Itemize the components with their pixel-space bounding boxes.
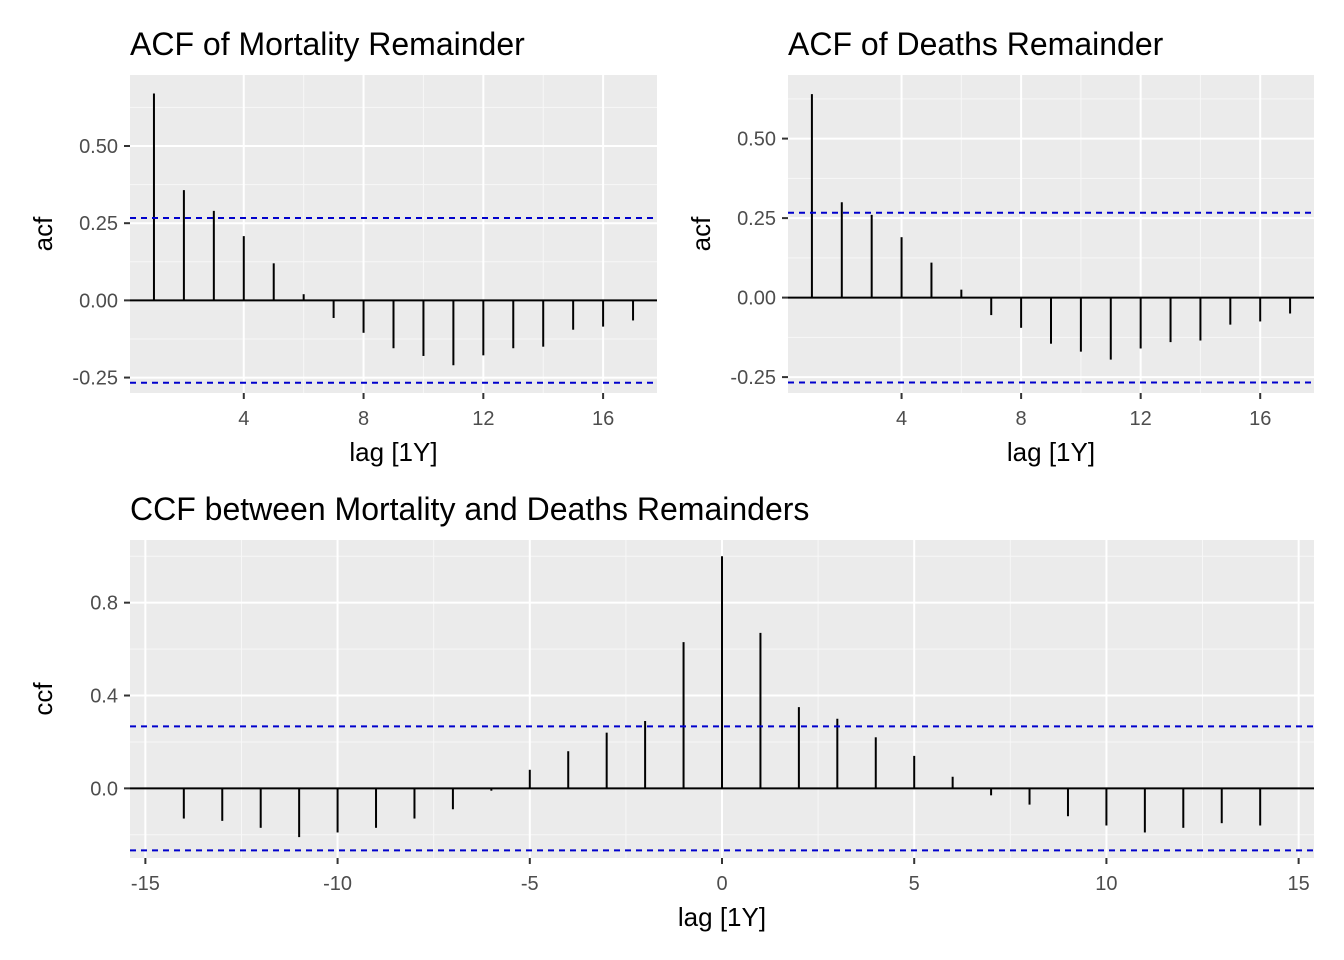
acf-deaths-panel: 4 8 12 16 -0.25 0.00 0.25 0.50 ACF of Deaths Rem… — [686, 26, 1314, 467]
x-tick-label: -5 — [521, 873, 539, 895]
y-tick-label: -0.25 — [72, 368, 118, 390]
plot-background — [788, 75, 1314, 393]
y-tick-label: 0.50 — [79, 136, 118, 158]
x-tick-label: 5 — [909, 873, 920, 895]
x-tick-label: 16 — [592, 408, 614, 430]
y-tick-label: 0.25 — [79, 213, 118, 235]
y-tick-label: -0.25 — [730, 367, 776, 389]
y-axis-title: acf — [28, 216, 58, 251]
x-tick-label: -10 — [323, 873, 352, 895]
acf-mortality-panel: 4 8 12 16 -0.25 0.00 0.25 0.50 ACF of Mortality … — [28, 26, 657, 467]
x-tick-label: 4 — [238, 408, 249, 430]
y-tick-label: 0.0 — [90, 778, 118, 800]
y-tick-label: 0.25 — [737, 208, 776, 230]
x-tick-label: 8 — [358, 408, 369, 430]
x-tick-label: 12 — [472, 408, 494, 430]
x-tick-label: 15 — [1287, 873, 1309, 895]
x-tick-label: 0 — [716, 873, 727, 895]
y-axis-title: ccf — [28, 682, 58, 716]
chart-title: ACF of Deaths Remainder — [788, 26, 1164, 62]
y-tick-label: 0.00 — [737, 288, 776, 310]
x-tick-label: 12 — [1130, 408, 1152, 430]
y-tick-label: 0.4 — [90, 686, 118, 708]
chart-title: CCF between Mortality and Deaths Remaind… — [130, 491, 809, 527]
x-tick-label: -15 — [131, 873, 160, 895]
x-axis-title: lag [1Y] — [1007, 437, 1095, 467]
x-axis-title: lag [1Y] — [678, 902, 766, 932]
y-tick-label: 0.50 — [737, 129, 776, 151]
x-tick-label: 16 — [1249, 408, 1271, 430]
x-tick-label: 10 — [1095, 873, 1117, 895]
x-tick-label: 8 — [1016, 408, 1027, 430]
x-axis-title: lag [1Y] — [349, 437, 437, 467]
y-tick-label: 0.8 — [90, 593, 118, 615]
y-tick-label: 0.00 — [79, 290, 118, 312]
chart-title: ACF of Mortality Remainder — [130, 26, 525, 62]
y-axis-title: acf — [686, 216, 716, 251]
x-tick-label: 4 — [896, 408, 907, 430]
ccf-panel: -15 -10 -5 0 5 10 15 0.0 0.4 0.8 CCF between Morta… — [28, 491, 1314, 932]
